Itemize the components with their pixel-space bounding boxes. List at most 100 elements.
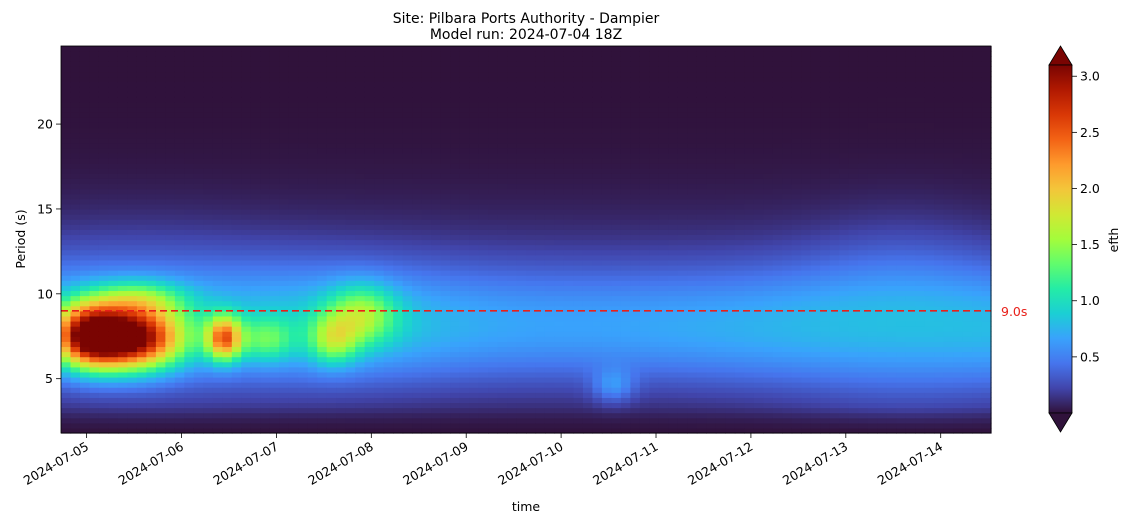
heatmap-cell-977 xyxy=(174,96,185,103)
heatmap-cell-3577 xyxy=(507,402,518,409)
heatmap-cell-359 xyxy=(98,147,110,154)
heatmap-cell-664 xyxy=(136,142,148,149)
heatmap-cell-2876 xyxy=(412,102,423,108)
heatmap-cell-4761 xyxy=(649,178,660,185)
heatmap-cell-2858 xyxy=(412,193,423,200)
heatmap-cell-528 xyxy=(117,61,129,67)
heatmap-cell-4282 xyxy=(592,295,603,302)
heatmap-cell-706 xyxy=(146,315,157,322)
heatmap-cell-1523 xyxy=(250,412,261,419)
heatmap-cell-3300 xyxy=(469,264,480,271)
heatmap-cell-4308 xyxy=(592,163,603,169)
heatmap-cell-4114 xyxy=(573,376,584,383)
heatmap-cell-1645 xyxy=(260,178,271,185)
heatmap-cell-4742 xyxy=(649,275,660,281)
heatmap-cell-298 xyxy=(89,71,100,78)
heatmap-cell-2719 xyxy=(393,127,404,134)
heatmap-cell-3014 xyxy=(431,173,442,179)
heatmap-cell-2055 xyxy=(317,412,328,419)
heatmap-cell-3829 xyxy=(535,280,546,286)
heatmap-cell-1570 xyxy=(250,173,261,179)
heatmap-cell-3397 xyxy=(478,158,489,164)
heatmap-cell-1293 xyxy=(222,422,233,429)
heatmap-cell-2446 xyxy=(364,356,375,363)
heatmap-cell-2364 xyxy=(355,387,366,393)
heatmap-cell-3590 xyxy=(507,336,518,342)
heatmap-cell-2471 xyxy=(364,229,375,236)
heatmap-cell-4031 xyxy=(563,412,575,419)
heatmap-cell-4132 xyxy=(573,285,584,292)
heatmap-cell-4402 xyxy=(601,71,613,78)
heatmap-cell-1411 xyxy=(231,208,242,215)
heatmap-cell-1486 xyxy=(241,214,252,220)
heatmap-cell-2410 xyxy=(355,152,366,159)
heatmap-cell-3149 xyxy=(450,259,461,266)
heatmap-cell-4921 xyxy=(668,137,679,144)
heatmap-cell-1966 xyxy=(298,91,309,98)
heatmap-cell-4846 xyxy=(658,132,669,139)
heatmap-cell-4940 xyxy=(677,427,688,434)
heatmap-cell-4527 xyxy=(620,208,631,215)
heatmap-cell-1496 xyxy=(241,163,252,169)
heatmap-cell-3563 xyxy=(497,86,508,93)
heatmap-cell-1142 xyxy=(203,417,214,424)
heatmap-cell-671 xyxy=(136,107,148,113)
heatmap-cell-1243 xyxy=(212,290,223,297)
heatmap-cell-2701 xyxy=(393,219,404,225)
heatmap-cell-4328 xyxy=(592,61,603,67)
heatmap-cell-4589 xyxy=(630,280,641,286)
heatmap-cell-332 xyxy=(98,285,110,292)
heatmap-cell-1902 xyxy=(298,417,309,424)
heatmap-cell-282 xyxy=(89,152,100,159)
heatmap-cell-1316 xyxy=(222,305,233,312)
heatmap-cell-4879 xyxy=(668,351,679,358)
heatmap-cell-4807 xyxy=(658,331,669,337)
heatmap-cell-3322 xyxy=(469,152,480,159)
heatmap-cell-3304 xyxy=(469,244,480,251)
heatmap-cell-442 xyxy=(108,112,119,118)
heatmap-cell-813 xyxy=(155,158,166,164)
heatmap-cell-503 xyxy=(117,188,129,195)
heatmap-cell-3218 xyxy=(459,295,470,302)
heatmap-cell-681 xyxy=(136,56,148,62)
heatmap-cell-63 xyxy=(61,107,72,113)
heatmap-cell-1452 xyxy=(241,387,252,393)
heatmap-cell-3208 xyxy=(459,346,470,353)
heatmap-cell-3401 xyxy=(478,137,489,144)
heatmap-cell-3070 xyxy=(440,275,451,281)
heatmap-cell-3351 xyxy=(478,392,489,398)
heatmap-cell-4522 xyxy=(620,234,631,241)
heatmap-cell-3357 xyxy=(478,361,489,368)
heatmap-cell-3838 xyxy=(535,234,546,241)
heatmap-cell-2304 xyxy=(345,305,356,312)
heatmap-cell-2356 xyxy=(355,427,366,434)
heatmap-cell-190 xyxy=(79,234,91,241)
heatmap-cell-2296 xyxy=(345,346,356,353)
heatmap-cell-2388 xyxy=(355,264,366,271)
heatmap-cell-4707 xyxy=(639,66,650,73)
heatmap-cell-45 xyxy=(61,198,72,205)
heatmap-cell-2838 xyxy=(412,295,423,302)
heatmap-cell-2339 xyxy=(345,127,356,134)
heatmap-cell-3799 xyxy=(526,46,537,52)
heatmap-cell-1549 xyxy=(250,280,261,286)
heatmap-cell-2426 xyxy=(355,71,366,78)
heatmap-cell-3929 xyxy=(544,158,556,164)
heatmap-cell-1016 xyxy=(184,285,195,292)
heatmap-cell-1893 xyxy=(288,76,299,83)
heatmap-cell-1080 xyxy=(193,346,204,353)
heatmap-cell-2403 xyxy=(355,188,366,195)
heatmap-cell-2721 xyxy=(393,117,404,123)
heatmap-cell-4872 xyxy=(668,387,679,393)
heatmap-cell-3802 xyxy=(535,417,546,424)
heatmap-cell-1327 xyxy=(222,249,233,256)
heatmap-cell-4766 xyxy=(649,152,660,159)
heatmap-cell-4869 xyxy=(668,402,679,409)
heatmap-cell-1171 xyxy=(203,270,214,276)
heatmap-cell-1133 xyxy=(193,76,204,83)
heatmap-cell-864 xyxy=(165,285,176,292)
heatmap-cell-261 xyxy=(89,259,100,266)
heatmap-cell-3138 xyxy=(450,315,461,322)
heatmap-cell-500 xyxy=(117,203,129,210)
heatmap-cell-2284 xyxy=(345,407,356,414)
